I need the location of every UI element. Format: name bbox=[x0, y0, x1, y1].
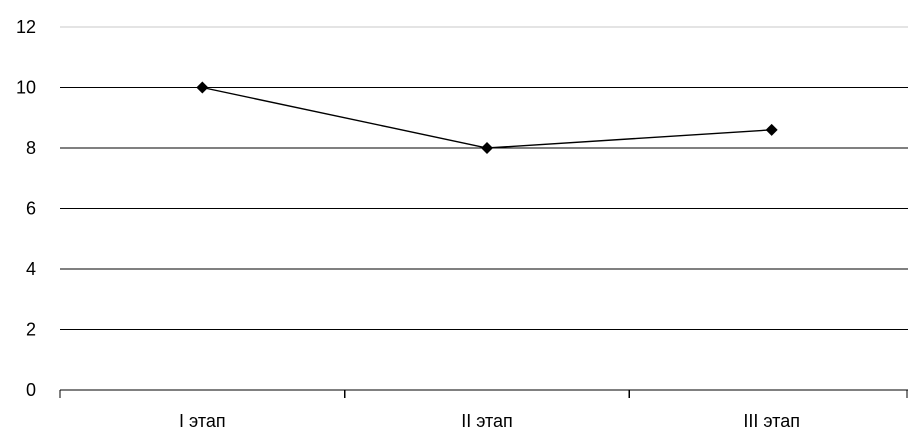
y-tick-label: 10 bbox=[16, 78, 36, 98]
gridlines bbox=[60, 26, 908, 331]
y-axis-tick-labels: 0 2 4 6 8 10 12 bbox=[16, 17, 36, 400]
y-tick-label: 2 bbox=[26, 320, 36, 340]
x-tick-label: III этап bbox=[743, 411, 800, 431]
series-line bbox=[202, 86, 772, 149]
data-point-marker bbox=[765, 123, 778, 136]
data-point-marker bbox=[196, 81, 209, 94]
data-point-marker bbox=[481, 142, 493, 154]
x-tick-label: I этап bbox=[179, 411, 226, 431]
y-tick-label: 4 bbox=[26, 259, 36, 279]
x-axis bbox=[59, 389, 908, 398]
x-axis-tick-labels: I этап II этап III этап bbox=[179, 411, 800, 431]
x-tick-label: II этап bbox=[461, 411, 513, 431]
y-tick-label: 12 bbox=[16, 17, 36, 37]
series-layer bbox=[196, 81, 778, 154]
y-tick-label: 8 bbox=[26, 138, 36, 158]
y-tick-label: 6 bbox=[26, 199, 36, 219]
y-tick-label: 0 bbox=[26, 380, 36, 400]
